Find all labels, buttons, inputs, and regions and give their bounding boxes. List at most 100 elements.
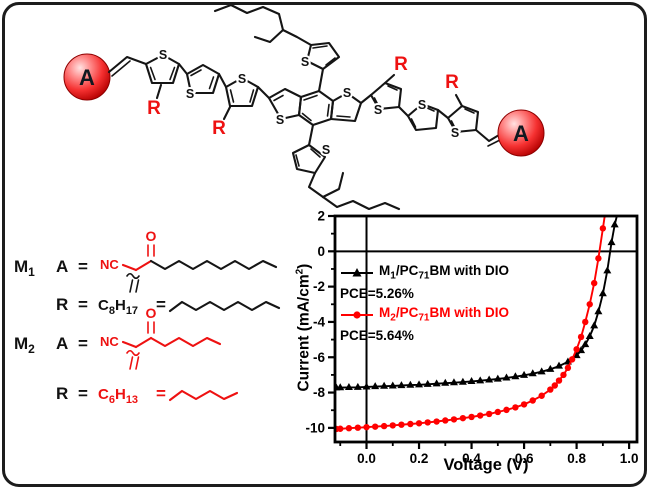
m1-group-a: A — [56, 257, 68, 276]
svg-text:0.4: 0.4 — [462, 451, 481, 466]
equals-sign: = — [78, 295, 88, 314]
svg-text:0: 0 — [317, 244, 325, 259]
thiophene-ring — [305, 41, 341, 71]
r-formula-c8h17: C8H17 — [98, 297, 138, 317]
m1-acceptor-definition: M1 A = NC O — [14, 226, 278, 293]
carbonyl-oxygen-label: O — [146, 228, 157, 244]
svg-text:0.0: 0.0 — [357, 451, 376, 466]
bdt-core: S S — [256, 84, 363, 129]
ethylhexyl-chain — [307, 171, 325, 199]
exocyclic-double-bond — [129, 279, 134, 293]
legend-symbol-circle — [341, 310, 373, 319]
thiophene-ring — [369, 81, 403, 111]
thiophene-ring — [185, 63, 221, 95]
r-formula-c6h13: C6H13 — [98, 386, 138, 406]
bond — [121, 263, 138, 272]
r-substituent-bond — [222, 105, 232, 121]
molecule-structure: A S R S S R S S S — [63, 3, 545, 211]
acceptor-unit-left: A — [63, 53, 148, 101]
legend-entry-m1: M1/PC71BM with DIO — [340, 262, 509, 283]
sulfur-atom-label: S — [343, 86, 351, 100]
ethyl-branch — [253, 28, 285, 44]
pce-value-m2: PCE=5.64% — [340, 328, 414, 343]
svg-text:-4: -4 — [313, 314, 325, 329]
octyl-chain — [168, 300, 281, 313]
bond — [134, 259, 153, 272]
ring-connector-bond — [397, 105, 410, 118]
exocyclic-double-bond — [129, 356, 134, 370]
vinyl-bond — [107, 55, 148, 74]
acceptor-sphere-right — [497, 109, 545, 157]
exocyclic-double-bond — [135, 356, 140, 370]
legend-entry-m2: M2/PC71BM with DIO — [340, 304, 509, 325]
equals-sign: = — [78, 384, 88, 403]
bond — [134, 336, 153, 349]
r-substituent-label: R — [212, 118, 226, 139]
ring-connector-bond — [436, 108, 450, 120]
thiophene-ring — [291, 143, 327, 175]
definitions-panel: M1 A = NC O R = C8H17 = M2 A = NC O R — [14, 226, 281, 406]
sulfur-atom-label: S — [276, 113, 284, 127]
ring-connector-bond — [177, 62, 189, 76]
ethyl-branch — [321, 171, 345, 199]
sulfur-atom-label: S — [322, 143, 330, 157]
r-substituent-bond — [383, 73, 396, 85]
equals-sign: = — [78, 257, 88, 276]
cyano-group-label: NC — [100, 334, 119, 349]
bottom-side-thiophene: S — [291, 123, 401, 211]
svg-text:-10: -10 — [305, 420, 325, 435]
thiophene-ring — [406, 102, 440, 132]
thiophene-ring — [224, 76, 260, 108]
svg-text:-2: -2 — [313, 279, 325, 294]
fused-thiophene-ring — [329, 91, 363, 123]
svg-text:2: 2 — [317, 209, 325, 224]
svg-text:0.8: 0.8 — [567, 451, 586, 466]
vinyl-double-bond — [111, 60, 131, 77]
alkyl-chain — [149, 336, 222, 348]
alkyl-chain — [149, 259, 278, 271]
acceptor-unit-right: A — [474, 109, 545, 157]
vinyl-double-bond — [487, 139, 501, 147]
sulfur-atom-label: S — [159, 48, 167, 62]
ethylhexyl-chain — [281, 28, 313, 47]
vinyl-bond — [474, 128, 501, 143]
sulfur-atom-label: S — [451, 126, 459, 140]
x-axis-title: Voltage (V) — [443, 456, 529, 474]
wavy-attachment-bond — [126, 272, 140, 280]
thiophene-chain-left: S R S S R — [144, 46, 260, 139]
thiophene-ring — [446, 104, 480, 134]
acceptor-label-left: A — [79, 65, 95, 90]
svg-text:1.0: 1.0 — [620, 451, 639, 466]
m1-label: M1 — [14, 257, 35, 279]
r-substituent-label: R — [147, 98, 161, 119]
chart-legend: M1/PC71BM with DIO PCE=5.26% M2/PC71BM w… — [340, 262, 509, 346]
svg-text:-6: -6 — [313, 350, 325, 365]
top-side-thiophene: S — [213, 3, 341, 93]
bond — [121, 340, 138, 349]
m2-group-r: R — [56, 384, 68, 403]
cyano-group-label: NC — [100, 257, 119, 272]
acceptor-label-right: A — [513, 121, 529, 146]
m2-group-a: A — [56, 334, 68, 353]
r-substituent-label: R — [445, 72, 459, 93]
acceptor-sphere-left — [63, 53, 111, 101]
wavy-attachment-bond — [126, 349, 140, 357]
legend-symbol-triangle — [341, 267, 373, 276]
legend-label-m1: M1/PC71BM with DIO — [379, 263, 509, 282]
equals-sign: = — [156, 295, 166, 314]
thiophene-chain-right: S R S S R — [359, 54, 480, 142]
ring-connector-bond — [359, 93, 373, 105]
sulfur-atom-label: S — [238, 72, 246, 86]
sulfur-atom-label: S — [418, 98, 426, 112]
svg-text:0.6: 0.6 — [515, 451, 534, 466]
exocyclic-double-bond — [135, 279, 140, 293]
svg-text:0.2: 0.2 — [410, 451, 429, 466]
ring-connector-bond — [217, 72, 228, 89]
pce-value-m1: PCE=5.26% — [340, 286, 414, 301]
m2-acceptor-definition: M2 A = NC O — [14, 303, 222, 370]
svg-text:-8: -8 — [313, 385, 325, 400]
m2-r-definition: R = C6H13 = — [56, 384, 239, 406]
equals-sign: = — [78, 334, 88, 353]
ring-connector-bond — [256, 85, 271, 100]
